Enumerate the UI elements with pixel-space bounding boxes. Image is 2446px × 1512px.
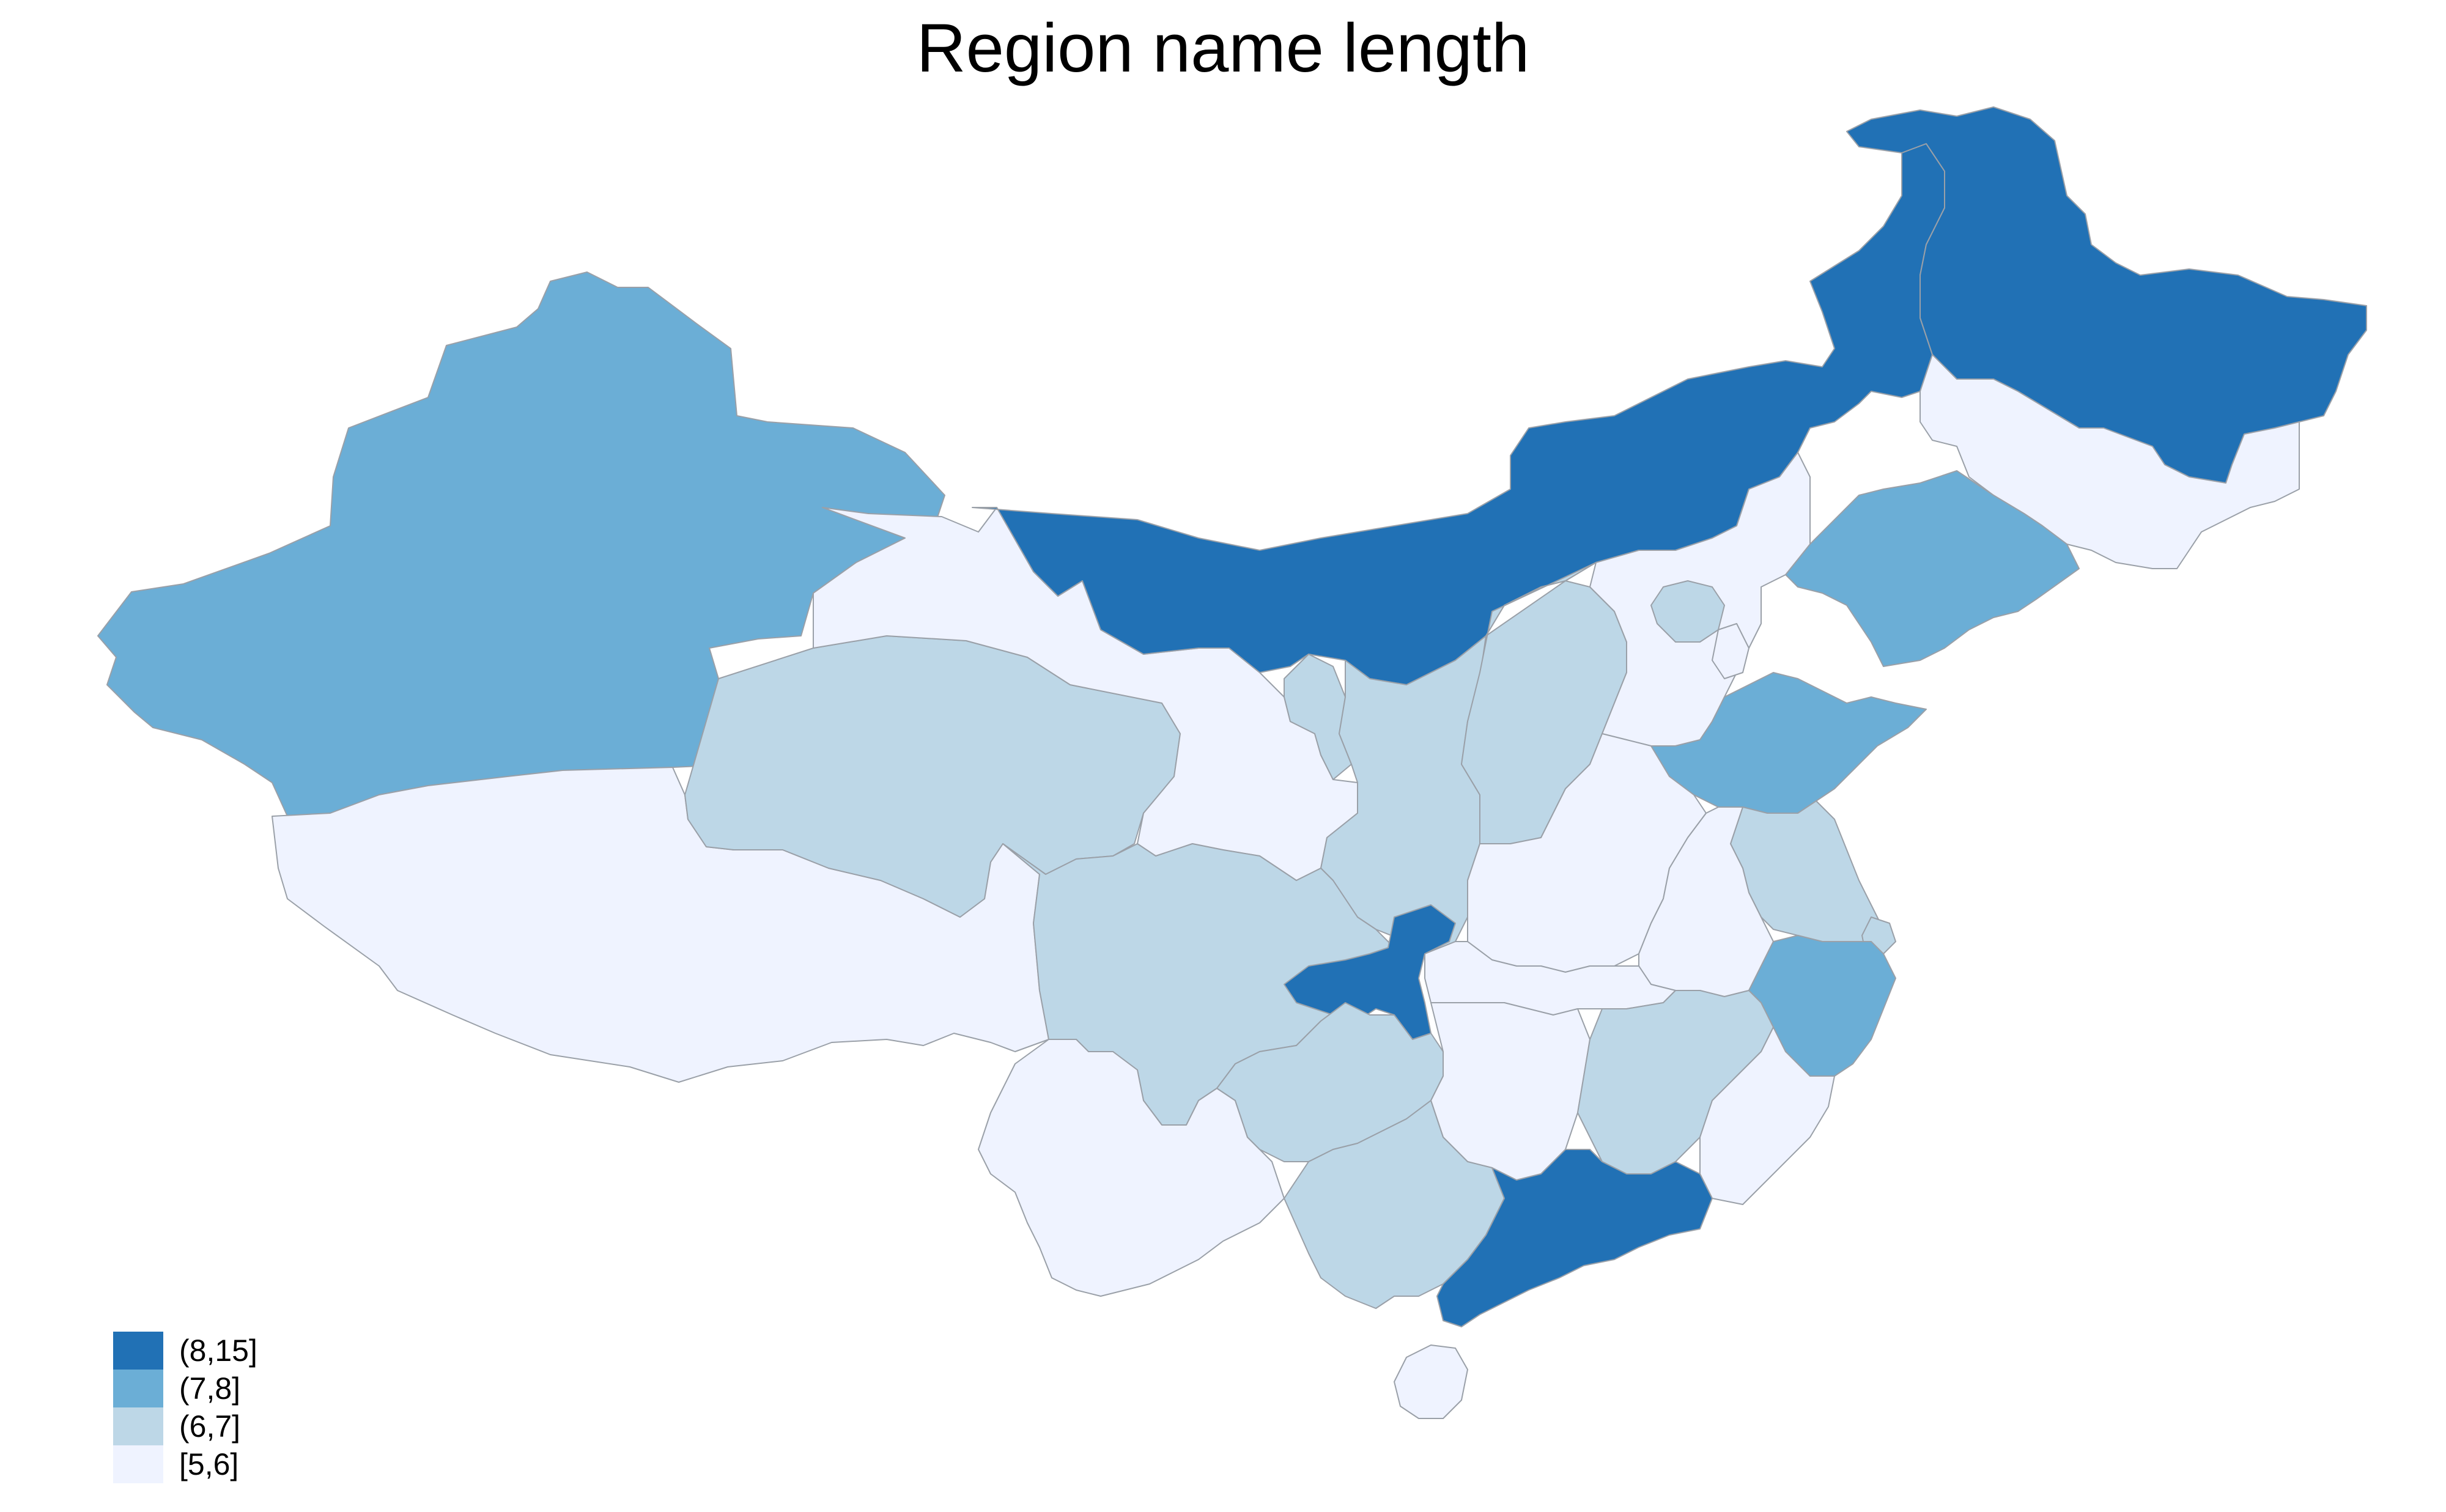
region-yunnan	[978, 1039, 1285, 1297]
legend-swatch-1	[113, 1370, 163, 1407]
region-chongqing	[1284, 904, 1456, 1040]
legend-item-1: (7,8]	[113, 1370, 257, 1407]
region-jilin	[1919, 354, 2300, 569]
legend-label-3: [5,6]	[179, 1447, 239, 1481]
map-title: Region name length	[916, 10, 1530, 86]
region-tianjin	[1712, 623, 1750, 679]
legend-label-2: (6,7]	[179, 1409, 241, 1444]
region-beijing	[1650, 580, 1725, 643]
legend-item-0: (8,15]	[113, 1332, 257, 1370]
region-ningxia	[1284, 654, 1352, 780]
legend-swatch-2	[113, 1407, 163, 1445]
region-heilongjiang	[1846, 106, 2367, 484]
region-guangdong	[1436, 1149, 1713, 1327]
region-liaoning	[1785, 470, 2080, 667]
region-inner-mongolia	[972, 143, 1945, 685]
legend-swatch-0	[113, 1332, 163, 1370]
region-fujian	[1699, 1027, 1835, 1205]
legend-item-2: (6,7]	[113, 1407, 257, 1445]
legend-swatch-3	[113, 1445, 163, 1483]
region-hainan	[1394, 1344, 1468, 1419]
legend: (8,15] (7,8] (6,7] [5,6]	[113, 1332, 257, 1483]
legend-item-3: [5,6]	[113, 1445, 257, 1483]
regions-layer	[97, 106, 2367, 1419]
legend-label-0: (8,15]	[179, 1333, 257, 1368]
legend-label-1: (7,8]	[179, 1371, 241, 1406]
